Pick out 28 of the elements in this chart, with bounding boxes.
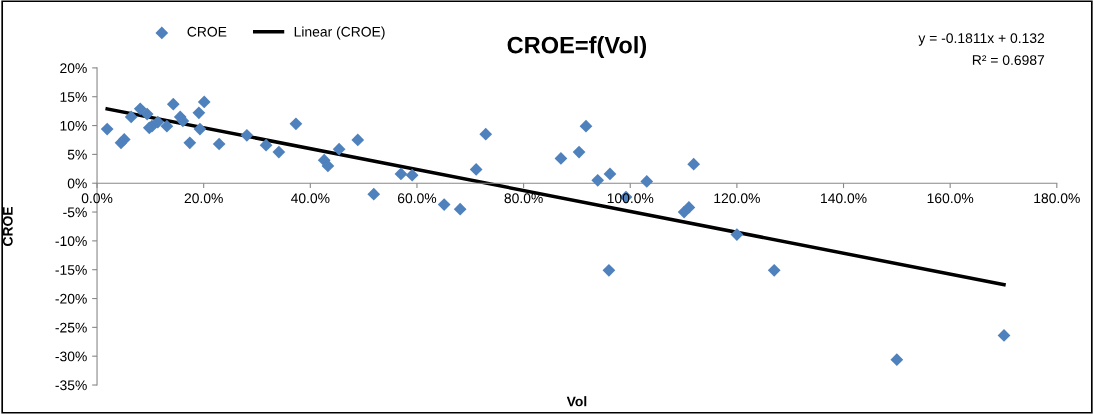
x-tick-label: 20.0%	[184, 193, 223, 204]
x-tick-label: 60.0%	[397, 193, 437, 204]
y-tick-label: -25%	[55, 322, 87, 333]
text: R² = 0.6987	[972, 55, 1045, 65]
legend-label: CROE	[187, 26, 227, 37]
y-tick-label: -15%	[55, 265, 87, 275]
y-axis-title: CROE	[2, 206, 13, 246]
y-tick-label: -5%	[63, 207, 87, 218]
y-tick-label: -20%	[55, 293, 87, 304]
x-tick-label: 180.0%	[1034, 193, 1080, 204]
chart-title: CROE=f(Vol)	[507, 36, 647, 59]
y-tick-label: 20%	[60, 63, 87, 74]
text: y = -0.1811x + 0.132	[918, 33, 1045, 46]
x-tick-label: 120.0%	[714, 193, 760, 204]
x-tick-label: 80.0%	[504, 193, 543, 204]
y-tick-label: -30%	[55, 351, 87, 362]
x-tick-label: 140.0%	[821, 193, 867, 204]
legend-label: Linear (CROE)	[294, 26, 385, 40]
x-tick-label: 40.0%	[290, 193, 330, 204]
x-axis-title: Vol	[566, 396, 587, 407]
y-tick-label: 10%	[60, 120, 87, 131]
y-tick-label: -35%	[55, 380, 87, 391]
y-tick-label: 0%	[67, 178, 87, 189]
y-tick-label: -10%	[55, 236, 87, 247]
y-tick-label: 15%	[60, 92, 87, 102]
x-tick-label: 160.0%	[927, 193, 974, 204]
y-tick-label: 5%	[67, 149, 87, 160]
x-tick-label: 0.0%	[81, 193, 113, 204]
